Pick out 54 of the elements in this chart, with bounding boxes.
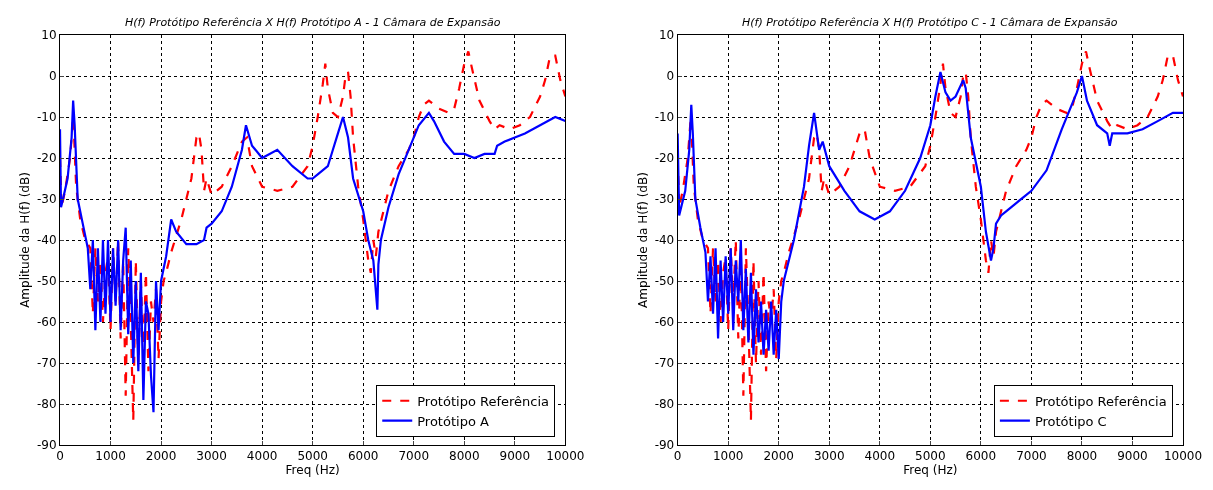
x-tick-label: 4000 bbox=[246, 449, 278, 464]
y-tick-label: -50 bbox=[36, 274, 57, 289]
x-tick-label: 3000 bbox=[813, 449, 845, 464]
y-tick-label: -40 bbox=[654, 233, 675, 248]
y-tick-label: -60 bbox=[654, 315, 675, 330]
x-tick-label: 10000 bbox=[1163, 449, 1203, 464]
legend-label: Protótipo C bbox=[1034, 413, 1107, 429]
x-tick-label: 7000 bbox=[398, 449, 430, 464]
y-tick-label: -70 bbox=[36, 356, 57, 371]
x-tick-label: 8000 bbox=[1066, 449, 1098, 464]
chart-title: H(f) Protótipo Referência X H(f) Protótipo C - 1 Câmara de Expansão bbox=[742, 16, 1118, 29]
y-axis-title: Amplitude da H(f) (dB) bbox=[18, 172, 33, 308]
y-tick-label: -20 bbox=[36, 151, 57, 166]
y-tick-label: -50 bbox=[654, 274, 675, 289]
x-axis-title: Freq (Hz) bbox=[285, 463, 340, 478]
x-tick-label: 8000 bbox=[449, 449, 480, 464]
x-tick-label: 5000 bbox=[297, 449, 328, 464]
line-series bbox=[677, 70, 1183, 360]
y-tick-label: -70 bbox=[654, 356, 675, 371]
x-tick-label: 1000 bbox=[712, 449, 744, 464]
x-axis-title: Freq (Hz) bbox=[903, 463, 958, 478]
y-tick-label: 0 bbox=[666, 69, 675, 84]
y-tick-label: -80 bbox=[654, 397, 675, 412]
x-tick-label: 2000 bbox=[145, 449, 177, 464]
y-tick-label: -30 bbox=[36, 192, 57, 207]
x-tick-label: 6000 bbox=[965, 449, 997, 464]
y-tick-label: -10 bbox=[654, 110, 675, 125]
y-tick-label: 10 bbox=[41, 28, 57, 43]
legend-label: Protótipo A bbox=[417, 413, 489, 429]
legend-label: Protótipo Referência bbox=[1034, 393, 1167, 409]
x-tick-label: 5000 bbox=[915, 449, 946, 464]
y-tick-label: -60 bbox=[36, 315, 57, 330]
y-tick-label: -20 bbox=[654, 151, 675, 166]
x-tick-label: 6000 bbox=[347, 449, 379, 464]
x-tick-label: 10000 bbox=[546, 449, 585, 464]
x-tick-label: 4000 bbox=[864, 449, 896, 464]
x-tick-label: 9000 bbox=[499, 449, 531, 464]
y-axis-title: Amplitude da H(f) (dB) bbox=[635, 172, 650, 308]
y-tick-label: -30 bbox=[654, 192, 675, 207]
x-tick-label: 3000 bbox=[196, 449, 227, 464]
y-tick-label: -10 bbox=[36, 110, 57, 125]
y-tick-label: -90 bbox=[654, 438, 675, 453]
chart-title: H(f) Protótipo Referência X H(f) Protótipo A - 1 Câmara de Expansão bbox=[125, 16, 501, 29]
line-series bbox=[60, 99, 566, 414]
y-tick-label: -90 bbox=[36, 438, 57, 453]
x-tick-label: 9000 bbox=[1117, 449, 1148, 464]
x-tick-label: 1000 bbox=[95, 449, 126, 464]
x-tick-label: 2000 bbox=[763, 449, 794, 464]
legend-label: Protótipo Referência bbox=[417, 393, 550, 409]
x-tick-label: 7000 bbox=[1016, 449, 1047, 464]
y-tick-label: 0 bbox=[48, 69, 57, 84]
y-tick-label: -40 bbox=[36, 233, 57, 248]
y-tick-label: 10 bbox=[658, 28, 675, 43]
y-tick-label: -80 bbox=[36, 397, 57, 412]
